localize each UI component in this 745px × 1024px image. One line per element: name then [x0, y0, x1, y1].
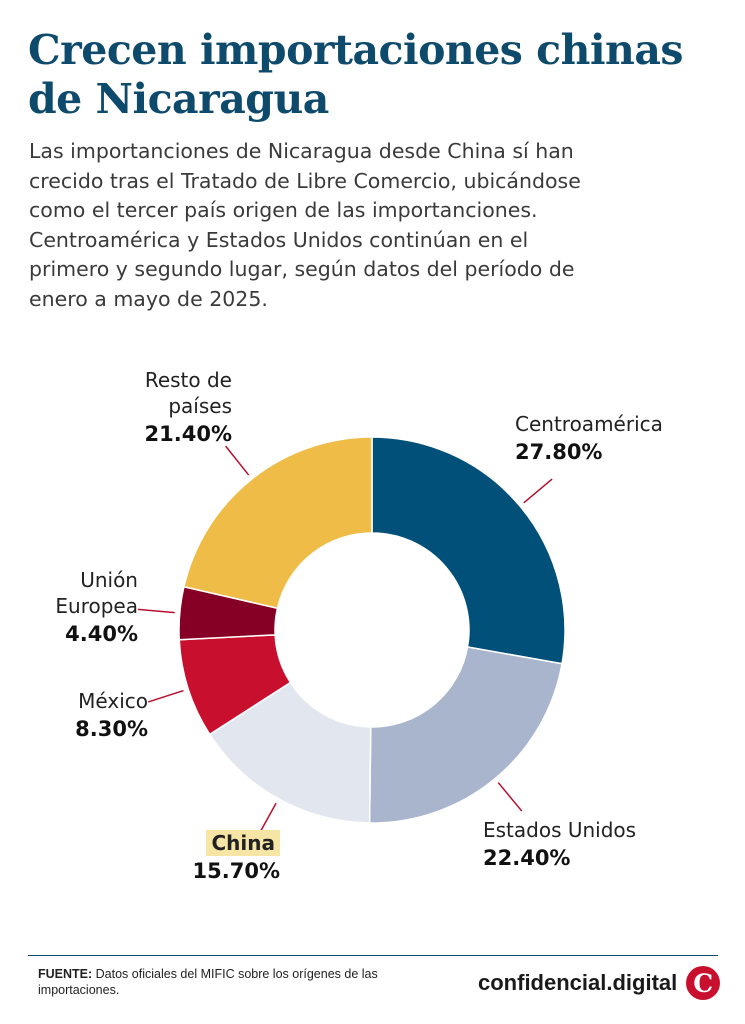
label-china: China 15.70% — [150, 830, 280, 886]
leader-line-resto-de-paises — [225, 445, 250, 476]
donut-chart: Resto de países 21.40% Centroamérica 27.… — [0, 330, 745, 930]
slice-centroamerica — [371, 436, 566, 665]
label-resto-de-paises: Resto de países 21.40% — [98, 367, 232, 449]
label-estados-unidos: Estados Unidos 22.40% — [483, 817, 703, 873]
value-mexico: 8.30% — [75, 717, 148, 741]
value-centroamerica: 27.80% — [515, 440, 603, 464]
source-note: FUENTE: Datos oficiales del MIFIC sobre … — [38, 966, 398, 998]
page-subtitle: Las importanciones de Nicaragua desde Ch… — [29, 139, 581, 311]
leader-line-estados-unidos — [497, 782, 523, 812]
value-estados-unidos: 22.40% — [483, 846, 571, 870]
label-mexico-name: México — [78, 689, 148, 713]
label-resto-line2: países — [168, 394, 232, 418]
label-union-europea: Unión Europea 4.40% — [18, 567, 138, 649]
brand-logo-icon: C — [686, 966, 721, 1000]
slice-estados-unidos — [368, 646, 563, 824]
brand[interactable]: confidencial.digital C — [478, 966, 721, 1000]
donut-chart-svg — [137, 436, 566, 836]
leader-line-centroamerica — [523, 478, 553, 504]
label-eeuu-name: Estados Unidos — [483, 818, 637, 842]
slice-china — [208, 681, 372, 824]
label-ue-line2: Europea — [55, 594, 138, 618]
slice-resto-de-paises — [183, 436, 373, 610]
source-text: Datos oficiales del MIFIC sobre los oríg… — [38, 967, 378, 997]
label-china-name: China — [206, 830, 280, 856]
label-centroamerica: Centroamérica 27.80% — [515, 411, 725, 467]
value-union-europea: 4.40% — [65, 622, 138, 646]
value-china: 15.70% — [192, 859, 280, 883]
leader-line-mexico — [148, 689, 184, 703]
label-mexico: México 8.30% — [28, 688, 148, 744]
page-title: Crecen importaciones chinas de Nicaragua — [28, 26, 683, 123]
label-ue-line1: Unión — [80, 568, 138, 592]
footer-divider — [28, 955, 718, 956]
brand-name[interactable]: confidencial.digital — [478, 970, 678, 995]
label-centroamerica-name: Centroamérica — [515, 412, 663, 436]
value-resto: 21.40% — [144, 422, 232, 446]
leader-line-union-europea — [137, 608, 175, 614]
label-resto-line1: Resto de — [144, 368, 232, 392]
source-label: FUENTE: — [38, 967, 93, 981]
